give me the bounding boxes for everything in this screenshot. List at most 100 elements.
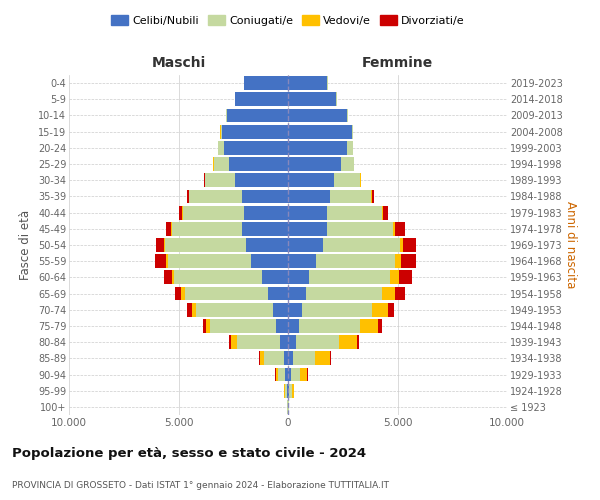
Bar [288, 174, 334, 187]
Bar [251, 254, 288, 268]
Bar [288, 368, 291, 382]
Text: Maschi: Maschi [151, 56, 206, 70]
Bar [284, 352, 288, 365]
Bar [288, 319, 299, 333]
Bar [289, 384, 292, 398]
Bar [315, 352, 330, 365]
Bar [329, 190, 371, 203]
Bar [288, 190, 329, 203]
Bar [328, 206, 382, 220]
Bar [372, 190, 374, 203]
Bar [292, 384, 293, 398]
Bar [166, 254, 167, 268]
Bar [340, 336, 357, 349]
Y-axis label: Fasce di età: Fasce di età [19, 210, 32, 280]
Legend: Celibi/Nubili, Coniugati/e, Vedovi/e, Divorziati/e: Celibi/Nubili, Coniugati/e, Vedovi/e, Di… [107, 10, 469, 30]
Bar [275, 368, 278, 382]
Bar [227, 108, 288, 122]
Bar [288, 157, 341, 171]
Bar [210, 319, 276, 333]
Bar [175, 286, 181, 300]
Bar [288, 206, 328, 220]
Bar [288, 352, 293, 365]
Bar [357, 336, 359, 349]
Bar [171, 222, 172, 235]
Bar [226, 108, 227, 122]
Bar [382, 206, 383, 220]
Bar [242, 222, 288, 235]
Bar [231, 336, 236, 349]
Bar [401, 254, 416, 268]
Bar [285, 384, 287, 398]
Bar [214, 157, 229, 171]
Bar [223, 125, 288, 138]
Bar [371, 190, 372, 203]
Bar [206, 319, 210, 333]
Bar [299, 319, 360, 333]
Bar [205, 174, 235, 187]
Bar [288, 336, 296, 349]
Bar [167, 254, 251, 268]
Bar [288, 141, 347, 154]
Bar [347, 141, 353, 154]
Bar [268, 286, 288, 300]
Bar [383, 206, 388, 220]
Bar [388, 303, 394, 316]
Bar [235, 174, 288, 187]
Bar [174, 270, 262, 284]
Bar [328, 222, 393, 235]
Bar [398, 270, 412, 284]
Bar [196, 303, 272, 316]
Bar [296, 336, 340, 349]
Bar [229, 336, 231, 349]
Bar [382, 286, 395, 300]
Bar [244, 206, 288, 220]
Bar [288, 286, 305, 300]
Bar [172, 222, 242, 235]
Bar [280, 336, 288, 349]
Bar [156, 238, 164, 252]
Bar [288, 238, 323, 252]
Text: Popolazione per età, sesso e stato civile - 2024: Popolazione per età, sesso e stato civil… [12, 448, 366, 460]
Bar [305, 286, 382, 300]
Bar [330, 352, 331, 365]
Bar [400, 238, 403, 252]
Bar [244, 76, 288, 90]
Bar [181, 286, 185, 300]
Y-axis label: Anni di nascita: Anni di nascita [563, 202, 577, 288]
Bar [299, 368, 307, 382]
Bar [395, 254, 401, 268]
Bar [309, 270, 390, 284]
Bar [288, 303, 302, 316]
Bar [316, 254, 395, 268]
Bar [360, 319, 378, 333]
Bar [155, 254, 166, 268]
Bar [288, 222, 328, 235]
Bar [395, 222, 405, 235]
Bar [166, 238, 247, 252]
Bar [190, 190, 242, 203]
Bar [242, 190, 288, 203]
Bar [221, 125, 223, 138]
Bar [166, 222, 171, 235]
Bar [373, 303, 388, 316]
Bar [264, 352, 284, 365]
Bar [183, 206, 244, 220]
Bar [187, 303, 191, 316]
Bar [272, 303, 288, 316]
Bar [187, 190, 189, 203]
Bar [378, 319, 382, 333]
Bar [334, 174, 360, 187]
Bar [288, 125, 352, 138]
Bar [218, 141, 224, 154]
Bar [287, 384, 288, 398]
Bar [185, 286, 268, 300]
Bar [247, 238, 288, 252]
Bar [288, 76, 328, 90]
Bar [323, 238, 400, 252]
Bar [164, 238, 166, 252]
Bar [291, 368, 299, 382]
Bar [288, 270, 309, 284]
Bar [259, 352, 260, 365]
Bar [288, 384, 289, 398]
